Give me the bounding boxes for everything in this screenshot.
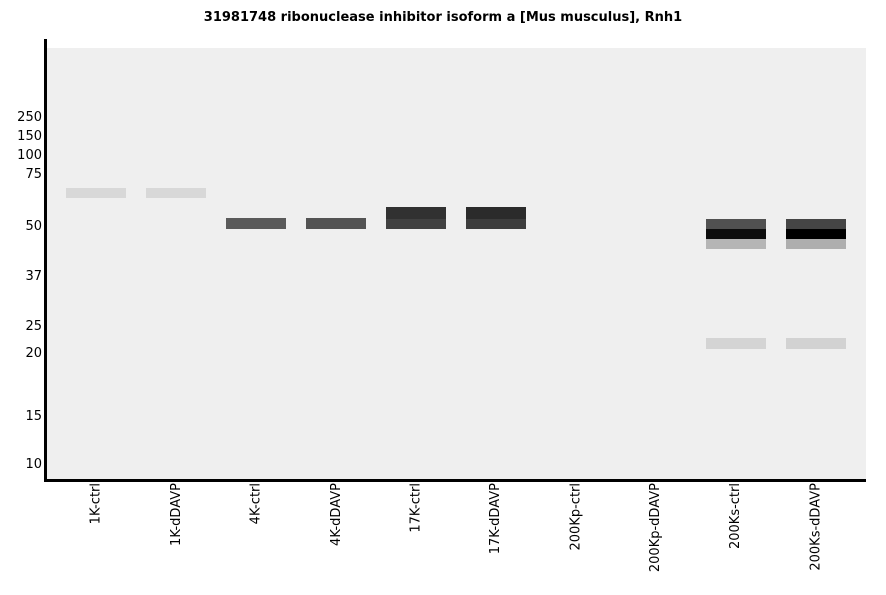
x-tick-label: 200Kp-dDAVP <box>648 483 664 573</box>
y-tick-label: 15 <box>25 409 42 424</box>
y-tick-label: 37 <box>25 269 42 284</box>
y-tick-label: 50 <box>25 219 42 234</box>
x-tick-label: 17K-dDAVP <box>488 483 504 555</box>
y-tick-label: 150 <box>17 129 42 144</box>
gel-band <box>786 239 846 249</box>
x-tick-label: 200Ks-ctrl <box>728 483 744 550</box>
x-tick-label: 17K-ctrl <box>408 483 424 533</box>
x-tick-label: 200Ks-dDAVP <box>808 483 824 571</box>
x-tick-label: 1K-dDAVP <box>168 483 184 546</box>
gel-band <box>466 219 526 229</box>
gel-band <box>466 207 526 219</box>
gel-band <box>706 219 766 229</box>
gel-band <box>386 207 446 219</box>
chart-title: 31981748 ribonuclease inhibitor isoform … <box>203 10 683 25</box>
x-tick-label: 4K-ctrl <box>248 483 264 525</box>
gel-band <box>706 338 766 349</box>
x-tick-label: 1K-ctrl <box>88 483 104 525</box>
gel-band <box>786 229 846 239</box>
y-axis-line <box>44 39 47 482</box>
y-tick-label: 100 <box>17 148 42 163</box>
gel-band <box>386 219 446 229</box>
x-axis-line <box>44 479 866 482</box>
gel-plot-area <box>47 48 866 479</box>
gel-band <box>306 218 366 229</box>
x-tick-label: 200Kp-ctrl <box>568 483 584 551</box>
y-tick-label: 75 <box>25 167 42 182</box>
gel-band <box>146 188 206 198</box>
gel-band <box>786 338 846 349</box>
gel-band <box>66 188 126 198</box>
y-tick-label: 10 <box>25 457 42 472</box>
gel-band <box>706 229 766 239</box>
gel-band <box>786 219 846 229</box>
y-tick-label: 250 <box>17 110 42 125</box>
y-tick-label: 25 <box>25 319 42 334</box>
y-tick-label: 20 <box>25 346 42 361</box>
gel-band <box>226 218 286 229</box>
gel-band <box>706 239 766 249</box>
x-tick-label: 4K-dDAVP <box>328 483 344 546</box>
